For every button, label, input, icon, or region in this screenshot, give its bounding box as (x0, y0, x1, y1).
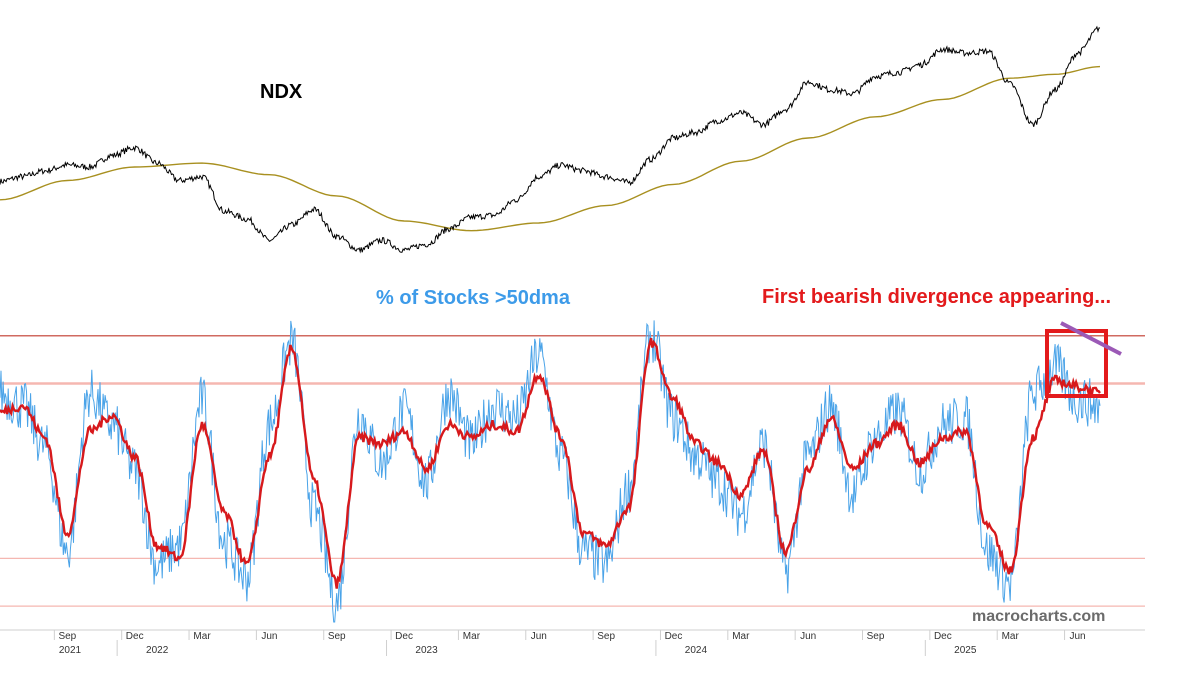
x-axis: Sep Dec Mar Jun Sep Dec Mar Jun Sep Dec Mar Jun Sep D… (0, 629, 1145, 656)
breadth-smooth-layer (0, 337, 1101, 589)
month-tick-label: Dec (665, 631, 683, 642)
ndx-price-layer (0, 25, 1101, 254)
breadth-panel: % of Stocks >50dma First bearish diverge… (0, 286, 1145, 625)
year-tick-label: 2022 (146, 645, 169, 656)
ndx-price-line (0, 25, 1101, 254)
ndx-ma-line (0, 65, 1101, 232)
month-tick-label: Sep (58, 631, 76, 642)
ndx-moving-average-layer (0, 65, 1101, 232)
month-tick-label: Mar (193, 631, 211, 642)
watermark: macrocharts.com (972, 608, 1105, 625)
month-tick-label: Jun (261, 631, 277, 642)
month-tick-label: Dec (126, 631, 144, 642)
year-ticks: 2021 2022 2023 2024 2025 (59, 640, 977, 656)
ndx-title: NDX (260, 81, 303, 103)
month-tick-label: Jun (800, 631, 816, 642)
year-tick-label: 2025 (954, 645, 977, 656)
year-tick-label: 2024 (685, 645, 708, 656)
breadth-title: % of Stocks >50dma (376, 287, 571, 309)
ndx-panel: NDX (0, 25, 1101, 254)
breadth-raw-line (0, 320, 1101, 623)
breadth-smooth-line (0, 337, 1101, 589)
month-ticks: Sep Dec Mar Jun Sep Dec Mar Jun Sep Dec Mar Jun Sep D… (53, 630, 1086, 642)
divergence-annotation: First bearish divergence appearing... (762, 286, 1111, 308)
divergence-trendline (1060, 321, 1122, 356)
month-tick-label: Dec (934, 631, 952, 642)
month-tick-label: Sep (597, 631, 615, 642)
year-tick-label: 2021 (59, 645, 82, 656)
month-tick-label: Mar (1002, 631, 1020, 642)
year-tick-label: 2023 (415, 645, 438, 656)
month-tick-label: Dec (395, 631, 413, 642)
month-tick-label: Sep (867, 631, 885, 642)
month-tick-label: Sep (328, 631, 346, 642)
month-tick-label: Mar (463, 631, 481, 642)
breadth-raw-layer (0, 320, 1101, 623)
month-tick-label: Mar (732, 631, 750, 642)
month-tick-label: Jun (531, 631, 547, 642)
month-tick-label: Jun (1069, 631, 1085, 642)
reference-lines (0, 335, 1145, 607)
